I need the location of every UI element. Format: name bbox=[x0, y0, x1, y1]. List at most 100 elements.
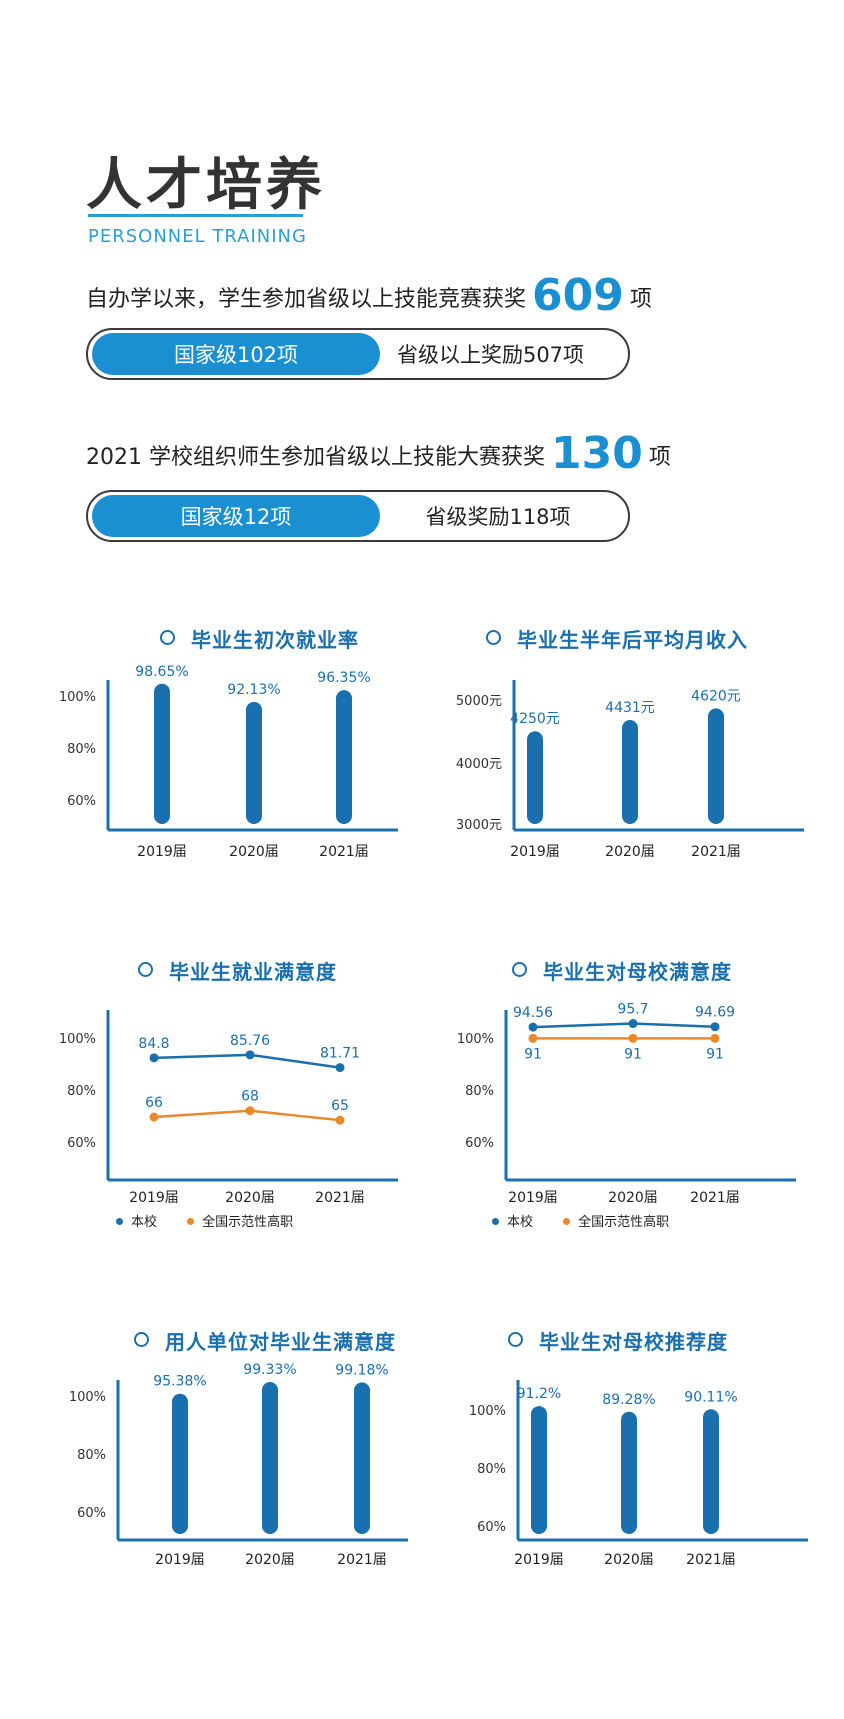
x-tick-label: 2020届 bbox=[608, 1190, 658, 1206]
data-label: 91 bbox=[624, 1046, 642, 1062]
data-label: 95.38% bbox=[153, 1374, 206, 1390]
data-label: 98.65% bbox=[135, 664, 188, 680]
y-tick-label: 4000元 bbox=[456, 757, 502, 772]
legend-school: 本校 bbox=[507, 1215, 534, 1230]
bar bbox=[527, 731, 543, 824]
bar bbox=[246, 701, 262, 824]
chart-5-title-text: 用人单位对毕业生满意度 bbox=[165, 1330, 396, 1354]
chart-2-title-text: 毕业生半年后平均月收入 bbox=[517, 628, 748, 652]
bar bbox=[262, 1381, 278, 1534]
x-tick-label: 2019届 bbox=[129, 1190, 179, 1206]
bar bbox=[708, 708, 724, 824]
x-tick-label: 2020届 bbox=[225, 1190, 275, 1206]
circle-icon bbox=[160, 630, 175, 645]
chart-alma-mater-satisfaction: 100% 80% 60% 2019届 2020届 2021届 94.56 95.7 94.69 9… bbox=[457, 1002, 796, 1206]
stat-line-2: 2021 学校组织师生参加省级以上技能大赛获奖 130 项 bbox=[86, 428, 671, 479]
y-tick-label: 80% bbox=[77, 1448, 106, 1463]
x-tick-label: 2020届 bbox=[229, 844, 279, 860]
y-tick-label: 80% bbox=[465, 1084, 494, 1099]
series-point bbox=[149, 1112, 159, 1122]
circle-icon bbox=[134, 1332, 149, 1347]
chart-4-legend: 本校 全国示范性高职 bbox=[492, 1211, 669, 1230]
bar bbox=[531, 1406, 547, 1534]
data-label: 99.18% bbox=[335, 1362, 388, 1378]
x-tick-label: 2020届 bbox=[604, 1552, 654, 1568]
stat-2-pill-national: 国家级12项 bbox=[92, 495, 380, 537]
legend-dot-national bbox=[563, 1218, 571, 1225]
stat-2-number: 130 bbox=[550, 428, 643, 479]
bar bbox=[154, 683, 170, 824]
chart-6-title: 毕业生对母校推荐度 bbox=[508, 1326, 728, 1355]
y-tick-label: 80% bbox=[67, 742, 96, 757]
data-label: 4250元 bbox=[510, 711, 560, 727]
chart-5-title: 用人单位对毕业生满意度 bbox=[134, 1326, 396, 1355]
title-underline bbox=[88, 214, 303, 217]
data-label: 99.33% bbox=[243, 1362, 296, 1378]
data-label: 65 bbox=[331, 1098, 349, 1114]
x-tick-label: 2019届 bbox=[510, 844, 560, 860]
chart-2-title: 毕业生半年后平均月收入 bbox=[486, 624, 748, 653]
x-tick-label: 2021届 bbox=[319, 844, 369, 860]
stat-2-suffix: 项 bbox=[648, 445, 671, 470]
x-tick-label: 2021届 bbox=[686, 1552, 736, 1568]
stat-line-1: 自办学以来，学生参加省级以上技能竞赛获奖 609 项 bbox=[86, 270, 652, 321]
stat-2-pill: 国家级12项 省级奖励118项 bbox=[86, 490, 630, 542]
chart-1-title: 毕业生初次就业率 bbox=[160, 624, 359, 653]
legend-national: 全国示范性高职 bbox=[578, 1215, 670, 1230]
series-point bbox=[335, 1115, 345, 1125]
chart-3-legend: 本校 全国示范性高职 bbox=[116, 1211, 293, 1230]
series-point bbox=[528, 1033, 538, 1043]
series-point bbox=[335, 1063, 345, 1073]
chart-employment-satisfaction: 100% 80% 60% 2019届 2020届 2021届 84.8 85.76 81.71 6… bbox=[59, 1010, 398, 1206]
data-label: 92.13% bbox=[227, 682, 280, 698]
chart-recommendation: 100% 80% 60% 2019届 2020届 2021届 91.2% 89.28% 90.1… bbox=[469, 1380, 808, 1568]
x-tick-label: 2019届 bbox=[137, 844, 187, 860]
x-tick-label: 2021届 bbox=[690, 1190, 740, 1206]
data-label: 85.76 bbox=[230, 1033, 270, 1049]
data-label: 4431元 bbox=[605, 700, 655, 716]
bar bbox=[172, 1393, 188, 1534]
y-tick-label: 60% bbox=[77, 1506, 106, 1521]
bar bbox=[622, 720, 638, 824]
series-point bbox=[628, 1033, 638, 1043]
chart-1-title-text: 毕业生初次就业率 bbox=[191, 628, 359, 652]
data-label: 84.8 bbox=[138, 1036, 169, 1052]
legend-dot-school bbox=[116, 1218, 123, 1225]
x-tick-label: 2021届 bbox=[691, 844, 741, 860]
x-tick-label: 2021届 bbox=[315, 1190, 365, 1206]
series-point bbox=[628, 1019, 638, 1029]
chart-6-title-text: 毕业生对母校推荐度 bbox=[539, 1330, 728, 1354]
series-point bbox=[245, 1050, 255, 1060]
circle-icon bbox=[138, 962, 153, 977]
data-label: 94.56 bbox=[513, 1005, 553, 1021]
y-tick-label: 100% bbox=[69, 1390, 106, 1405]
chart-employer-satisfaction: 100% 80% 60% 2019届 2020届 2021届 95.38% 99.33% 99.… bbox=[69, 1362, 408, 1568]
chart-monthly-income: 5000元 4000元 3000元 2019届 2020届 2021届 4250元 4431元… bbox=[456, 680, 804, 860]
series-point bbox=[245, 1106, 255, 1116]
series-point bbox=[149, 1053, 159, 1063]
stat-1-pill-provincial: 省级以上奖励507项 bbox=[396, 343, 585, 367]
data-label: 81.71 bbox=[320, 1046, 360, 1062]
y-tick-label: 80% bbox=[67, 1084, 96, 1099]
circle-icon bbox=[486, 630, 501, 645]
legend-dot-national bbox=[187, 1218, 195, 1225]
chart-employment-rate: 100% 80% 60% 2019届 2020届 2021届 98.65% 92.13% 96.… bbox=[59, 664, 398, 860]
series-line bbox=[532, 1022, 716, 1029]
chart-3-title: 毕业生就业满意度 bbox=[138, 956, 337, 985]
stat-1-pill: 国家级102项 省级以上奖励507项 bbox=[86, 328, 630, 380]
y-tick-label: 100% bbox=[457, 1032, 494, 1047]
data-label: 95.7 bbox=[617, 1002, 648, 1018]
bar bbox=[336, 690, 352, 824]
y-tick-label: 100% bbox=[59, 1032, 96, 1047]
data-label: 90.11% bbox=[684, 1389, 737, 1405]
x-tick-label: 2021届 bbox=[337, 1552, 387, 1568]
data-label: 96.35% bbox=[317, 670, 370, 686]
stat-2-pill-provincial: 省级奖励118项 bbox=[425, 505, 571, 529]
circle-icon bbox=[512, 962, 527, 977]
x-tick-label: 2019届 bbox=[514, 1552, 564, 1568]
chart-4-title: 毕业生对母校满意度 bbox=[512, 956, 732, 985]
bar bbox=[621, 1411, 637, 1534]
y-tick-label: 60% bbox=[67, 1136, 96, 1151]
data-label: 4620元 bbox=[691, 688, 741, 704]
data-label: 66 bbox=[145, 1095, 163, 1111]
